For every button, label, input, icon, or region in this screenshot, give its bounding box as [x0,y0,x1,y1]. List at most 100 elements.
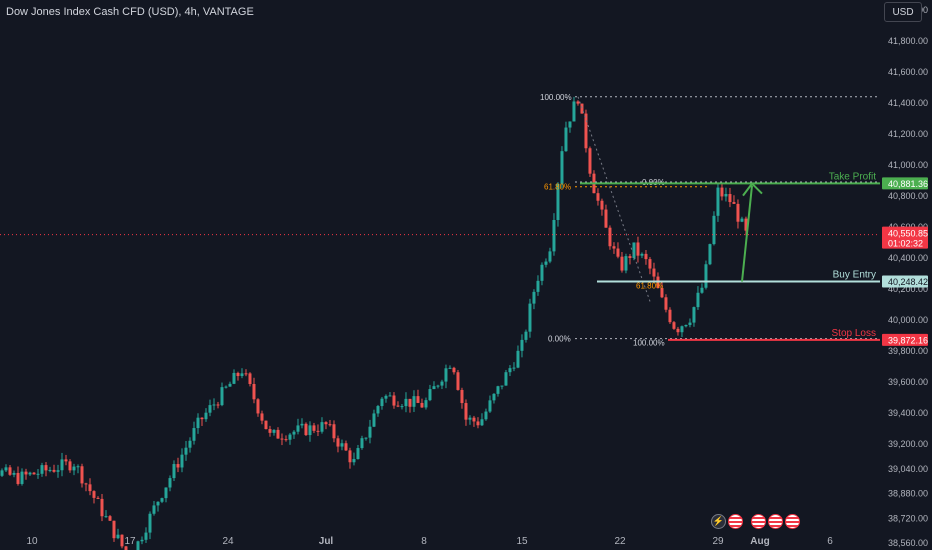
candle-body [4,467,8,471]
candle-body [252,384,256,400]
candle-body [316,430,320,432]
candle-body [120,534,124,547]
candle-body [52,469,56,472]
event-markers: ⚡ [711,514,800,529]
x-tick-label: Jul [319,536,334,547]
candle-body [464,403,468,420]
candle-body [564,127,568,152]
candle-body [480,419,484,426]
candle-body [56,470,60,472]
fib-upper-mid-label: 61.80% [544,183,571,192]
take-profit-label: Take Profit [829,171,876,182]
lightning-icon[interactable]: ⚡ [711,514,726,529]
candle-body [552,219,556,252]
candle-body [600,200,604,210]
candle-body [584,113,588,149]
take-profit-price-text: 40,881.36 [888,179,928,189]
candle-body [312,425,316,431]
candle-body [496,386,500,394]
candle-body [196,417,200,429]
candle-body [452,367,456,373]
candle-body [96,497,100,499]
candle-body [180,454,184,468]
candle-body [436,385,440,387]
candle-body [568,121,572,128]
candle-body [428,389,432,401]
y-tick-label: 40,800.00 [888,191,928,201]
us-flag-icon[interactable] [728,514,743,529]
candle-body [184,447,188,455]
us-flag-icon[interactable] [751,514,766,529]
candle-body [516,350,520,368]
us-flag-icon[interactable] [768,514,783,529]
countdown-text: 01:02:32 [888,239,923,249]
candle-body [204,412,208,420]
candle-body [156,501,160,506]
candle-body [408,398,412,407]
candle-body [632,242,636,258]
candle-body [420,402,424,408]
us-flag-icon[interactable] [785,514,800,529]
candle-body [212,404,216,406]
candle-body [260,413,264,421]
candle-body [300,423,304,426]
x-tick-label: 17 [124,536,136,547]
candle-body [328,424,332,426]
candle-body [460,389,464,404]
candle-body [0,470,4,476]
candle-body [124,546,128,550]
candle-body [144,532,148,540]
candle-body [304,423,308,436]
candle-body [320,422,324,432]
candle-body [240,373,244,377]
candle-body [336,438,340,447]
candle-body [372,413,376,427]
candle-body [264,420,268,430]
candles [0,96,748,550]
candle-body [40,465,44,474]
candle-body [216,404,220,406]
candle-body [104,516,108,518]
currency-button[interactable]: USD [884,2,922,22]
candle-body [288,434,292,440]
candle-body [352,459,356,463]
candle-body [476,421,480,426]
candle-body [324,422,328,425]
candle-body [448,367,452,369]
target-arrow [741,185,753,282]
candle-body [736,203,740,222]
fib-lower-mid-label: 61.80% [636,281,663,290]
candle-body [92,491,96,498]
candle-body [684,324,688,327]
candle-body [32,472,36,475]
candle-body [704,264,708,288]
buy-entry-label: Buy Entry [833,269,876,280]
candle-body [256,399,260,414]
x-tick-label: 29 [712,536,724,547]
price-axis [884,0,932,550]
y-tick-label: 41,400.00 [888,98,928,108]
candle-body [440,381,444,386]
candle-body [64,459,68,462]
candle-body [200,417,204,420]
candle-body [160,498,164,502]
candle-body [280,438,284,440]
y-tick-label: 41,000.00 [888,160,928,170]
candle-body [744,218,748,231]
candle-body [644,253,648,260]
candle-body [712,215,716,245]
candle-body [660,288,664,298]
candle-body [488,400,492,412]
candle-body [708,244,712,265]
candle-body [108,516,112,521]
y-tick-label: 40,200.00 [888,284,928,294]
current-price-text: 40,550.85 [888,229,928,239]
candle-body [720,187,724,197]
candle-body [424,400,428,408]
candle-body [36,473,40,475]
candle-body [688,322,692,325]
candle-body [616,248,620,257]
candle-body [152,505,156,514]
